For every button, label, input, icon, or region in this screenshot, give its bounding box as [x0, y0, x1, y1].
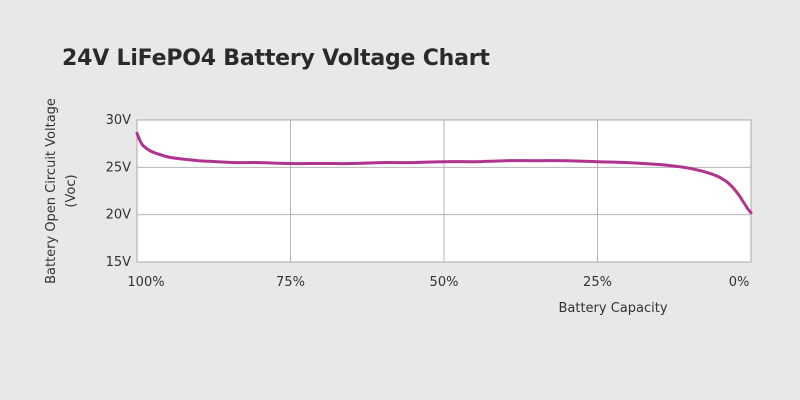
y-tick-labels: 30V 25V 20V 15V: [106, 113, 132, 270]
y-tick-label: 15V: [106, 255, 132, 270]
chart-title: 24V LiFePO4 Battery Voltage Chart: [62, 46, 490, 71]
y-tick-label: 30V: [106, 113, 132, 128]
x-tick-label: 0%: [729, 275, 750, 290]
x-axis-label: Battery Capacity: [558, 301, 667, 316]
x-tick-labels: 100% 75% 50% 25% 0%: [127, 275, 749, 290]
x-tick-label: 50%: [430, 275, 459, 290]
y-axis-unit-label: (Voc): [64, 174, 79, 207]
x-tick-label: 100%: [127, 275, 164, 290]
series-line-0: [135, 131, 753, 215]
y-axis-label: Battery Open Circuit Voltage: [44, 98, 59, 284]
grid: [137, 120, 751, 262]
y-tick-label: 25V: [106, 160, 132, 175]
x-tick-label: 75%: [276, 275, 305, 290]
x-tick-label: 25%: [583, 275, 612, 290]
series-layer: [135, 131, 753, 215]
y-tick-label: 20V: [106, 208, 132, 223]
